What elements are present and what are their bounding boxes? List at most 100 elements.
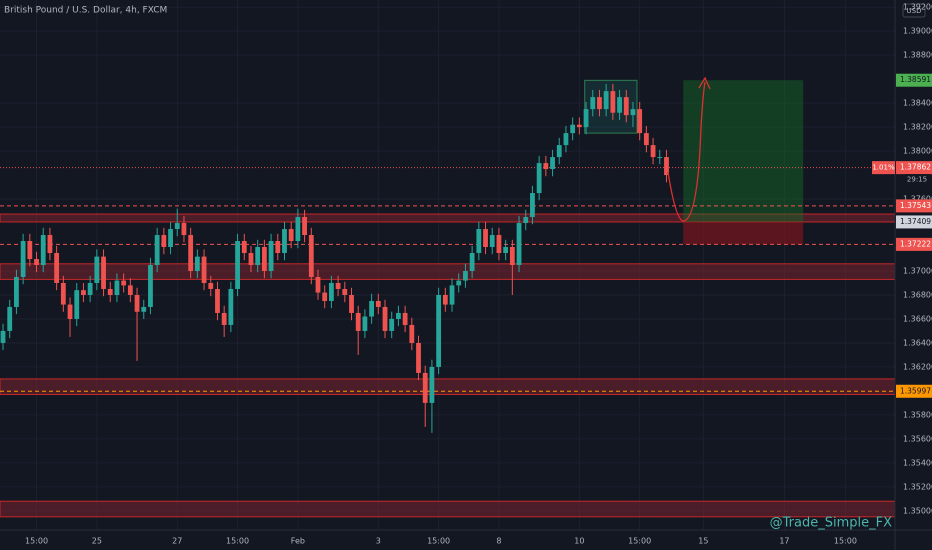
candle-body [114,280,120,295]
candle-body [576,124,582,128]
y-tick-label: 1.38200 [903,123,932,132]
candle-body [530,193,535,218]
candle-body [449,285,455,305]
candle-body [168,229,173,248]
candle-body [134,294,140,312]
candle-body [436,294,442,367]
candle-body [141,306,147,312]
candle-body [402,312,408,325]
y-tick-label: 1.36200 [903,362,932,371]
candle-body [322,292,328,301]
price-tag-label: 1.37409 [900,217,931,226]
candle-body [556,145,562,158]
candle-body [208,282,214,289]
candle-body [127,285,133,295]
candle-body [47,235,53,254]
candle-body [396,312,401,319]
y-tick-label: 1.37600 [903,195,932,204]
price-tag [896,73,932,87]
candle-body [20,241,26,277]
candle-body [489,235,495,248]
candle-body [235,241,240,289]
candle-body [154,235,160,265]
candle-body [54,253,60,283]
zone [0,500,896,518]
candle-body [308,235,314,277]
candle-body [295,217,301,242]
candle-body [483,229,488,248]
candle-body [349,294,354,313]
price-tag-label: 1.37543 [900,201,931,210]
chart-title: British Pound / U.S. Dollar, 4h, FXCM [4,6,167,16]
candle-body [107,288,113,295]
candle-body [60,282,66,305]
candle-body [275,241,281,254]
x-tick-label: 25 [92,537,102,546]
target-zone [683,80,804,222]
y-tick-label: 1.35200 [903,482,932,491]
candle-body [422,372,428,403]
y-tick-label: 1.38800 [903,51,932,60]
candle-body [536,163,542,194]
candle-body [355,312,361,331]
candle-body [0,330,6,343]
candle-body [469,253,475,271]
candle-body [375,300,381,307]
candle-body [416,342,421,373]
candle-body [315,276,321,293]
candle-body [630,109,636,116]
candle-body [188,235,194,271]
candle-body [389,318,395,331]
candle-body [623,97,629,116]
candle-body [650,145,656,158]
zone [0,378,896,396]
candle-body [255,247,261,265]
candle-body [342,288,348,295]
candle-body [523,217,529,224]
x-tick-label: 15:00 [834,537,857,546]
countdown-box [905,174,929,186]
candle-body [409,324,415,343]
x-tick-label: 17 [779,537,789,546]
candle-body [603,91,609,110]
candle-body [201,256,207,283]
candle-body [503,247,509,254]
candle-body [221,312,227,325]
y-tick-label: 1.37000 [903,266,932,275]
candle-body [94,256,100,283]
y-tick-label: 1.35600 [903,434,932,443]
candle-body [610,91,616,113]
x-tick-label: Feb [291,537,305,546]
candle-body [509,247,515,265]
price-axis: 1.39200 1.39000 1.38800 1.38400 1.38200 1.380… [872,3,932,515]
x-tick-label: 15:00 [628,537,651,546]
candle-body [40,235,46,265]
candle-body [241,241,247,254]
y-tick-label: 1.36800 [903,290,932,299]
watermark: @Trade_Simple_FX [770,516,892,531]
candle-body [74,290,80,319]
x-tick-label: 3 [376,537,381,546]
y-tick-label: 1.38400 [903,99,932,108]
candle-body [496,235,502,254]
candle-body [161,235,167,248]
candle-body [550,157,555,170]
candle-body [228,288,234,325]
candle-body [476,229,482,254]
candle-body [34,259,39,265]
candle-body [429,366,435,403]
countdown: 29:15 [907,176,927,184]
y-tick-label: 1.39000 [903,27,932,36]
candle-body [194,256,200,271]
y-tick-label: 1.35400 [903,458,932,467]
candle-body [657,157,663,159]
x-tick-label: 15 [698,537,708,546]
price-change: 1.01% [872,164,895,172]
candle-body [302,217,307,236]
change-box [872,161,895,175]
candle-body [637,109,643,134]
price-tag [896,215,932,229]
candle-body [590,97,596,110]
price-tag [896,199,932,213]
candle-body [335,282,341,289]
